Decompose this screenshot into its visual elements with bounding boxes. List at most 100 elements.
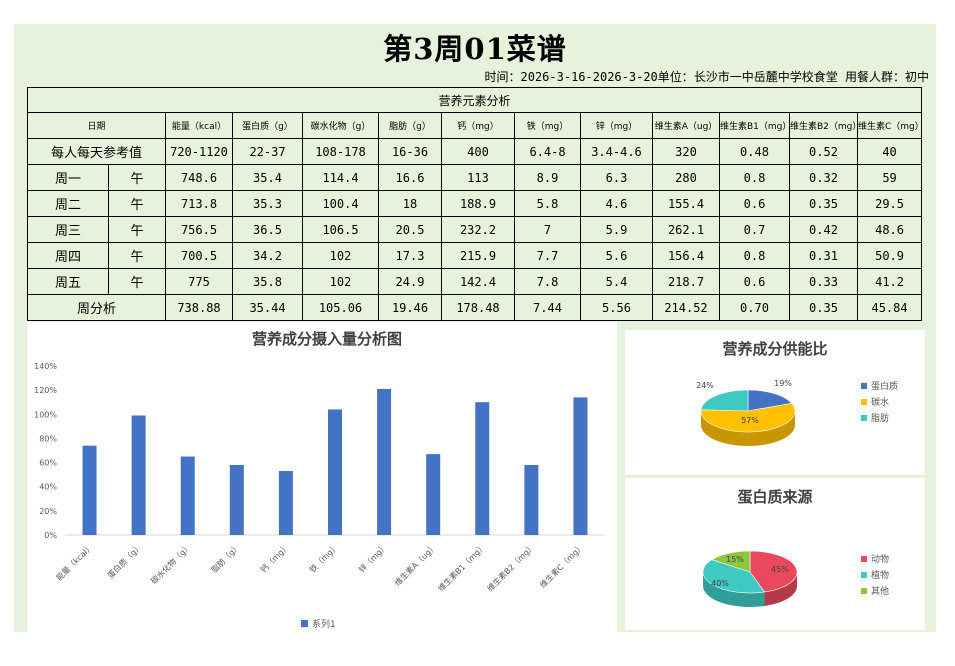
value-cell: 5.8 [514,190,581,217]
meal-cell: 午 [108,268,166,295]
meal-cell: 午 [108,216,166,243]
legend-swatch [861,383,867,389]
value-cell: 0.6 [719,190,790,217]
pie-chart-title: 蛋白质来源 [737,488,812,506]
x-tick-label: 碳水化物（g） [149,541,194,586]
value-cell: 4.6 [580,190,653,217]
day-cell: 周二 [27,190,109,217]
reference-cell: 22-37 [232,138,303,165]
x-tick-label: 锌（mg） [356,541,389,574]
table-row: 周三午 756.5 36.5 106.5 20.5 232.2 7 5.9 262.1 0.7 0.… [27,216,923,243]
table-caption: 营养元素分析 [26,87,923,113]
legend-label: 植物 [871,569,889,581]
day-cell: 周四 [27,242,109,269]
column-header: 维生素B2（mg） [789,112,858,139]
pie-slice [702,559,766,594]
table-row: 周五午 775 35.8 102 24.9 142.4 7.8 5.4 218.7 0.6 0.33… [27,268,923,295]
nutrition-table: 营养元素分析 日期 能量（kcal） 蛋白质（g） 碳水化物（g） 脂肪（g） 钙（mg）… [26,87,923,321]
x-tick-label: 维生素B1（mg） [436,541,488,593]
value-cell: 41.2 [856,268,923,295]
table-row: 周一午 748.6 35.4 114.4 16.6 113 8.9 6.3 280 0.8 0.32… [27,164,923,191]
date-header: 日期 [27,112,166,139]
summary-cell: 19.46 [378,294,442,321]
summary-cell: 738.88 [165,294,233,321]
bar [82,445,97,535]
legend-label: 动物 [871,553,889,565]
value-cell: 232.2 [441,216,515,243]
bar [278,471,293,535]
reference-cell: 6.4-8 [514,138,581,165]
bar [426,454,441,535]
pie-value-label: 19% [774,379,792,388]
summary-row-label: 周分析 [27,294,166,321]
legend-swatch [861,415,867,421]
value-cell: 0.35 [789,190,858,217]
pie-slice [700,389,749,412]
summary-cell: 7.44 [514,294,581,321]
value-cell: 0.8 [719,242,790,269]
day-cell: 周五 [27,268,109,295]
pie-chart-title: 营养成分供能比 [722,340,827,358]
value-cell: 0.6 [719,268,790,295]
value-cell: 7.7 [514,242,581,269]
x-tick-label: 钙（mg） [258,541,291,574]
value-cell: 24.9 [378,268,442,295]
bar [328,409,342,535]
x-tick-label: 铁（mg） [307,541,340,574]
meal-cell: 午 [108,164,166,191]
pie-slice-side [703,572,765,607]
pie-value-label: 45% [771,565,789,574]
value-cell: 6.3 [580,164,653,191]
value-cell: 100.4 [302,190,379,217]
reference-cell: 400 [441,138,515,165]
value-cell: 262.1 [652,216,720,243]
x-tick-label: 维生素A（ug） [392,541,438,587]
value-cell: 155.4 [652,190,720,217]
value-cell: 215.9 [441,242,515,269]
summary-cell: 178.48 [441,294,515,321]
reference-cell: 0.48 [719,138,790,165]
protein-pie-panel: 蛋白质来源 45% 40% 15% 动物 植物 其他 [625,478,925,630]
value-cell: 0.31 [789,242,858,269]
value-cell: 20.5 [378,216,442,243]
value-cell: 713.8 [165,190,233,217]
value-cell: 7.8 [514,268,581,295]
value-cell: 5.6 [580,242,653,269]
value-cell: 700.5 [165,242,233,269]
day-cell: 周三 [27,216,109,243]
value-cell: 280 [652,164,720,191]
column-header: 维生素C（mg） [856,112,923,139]
column-header: 铁（mg） [514,112,581,139]
legend-label: 系列1 [312,618,336,630]
summary-cell: 35.44 [232,294,303,321]
value-cell: 34.2 [232,242,303,269]
value-cell: 16.6 [378,164,442,191]
reference-cell: 108-178 [302,138,379,165]
legend-swatch [861,572,867,578]
legend-swatch [861,556,867,562]
reference-cell: 320 [652,138,720,165]
value-cell: 35.8 [232,268,303,295]
pie-value-label: 57% [741,416,759,425]
y-tick-label: 40% [39,483,57,492]
value-cell: 5.9 [580,216,653,243]
bar [475,402,490,535]
summary-cell: 45.84 [856,294,923,321]
summary-cell: 105.06 [302,294,379,321]
value-cell: 0.7 [719,216,790,243]
value-cell: 0.42 [789,216,858,243]
bar [524,464,539,535]
x-tick-label: 蛋白质（g） [105,541,144,580]
menu-meta-line: 时间：2026-3-16-2026-3-20单位：长沙市一中岳麓中学校食堂 用餐… [484,70,930,84]
y-tick-label: 0% [44,531,57,540]
value-cell: 50.9 [856,242,923,269]
y-tick-label: 80% [39,434,57,443]
value-cell: 8.9 [514,164,581,191]
value-cell: 35.3 [232,190,303,217]
y-tick-label: 140% [34,362,57,371]
value-cell: 36.5 [232,216,303,243]
y-tick-label: 20% [39,507,57,516]
value-cell: 35.4 [232,164,303,191]
column-header: 脂肪（g） [378,112,442,139]
